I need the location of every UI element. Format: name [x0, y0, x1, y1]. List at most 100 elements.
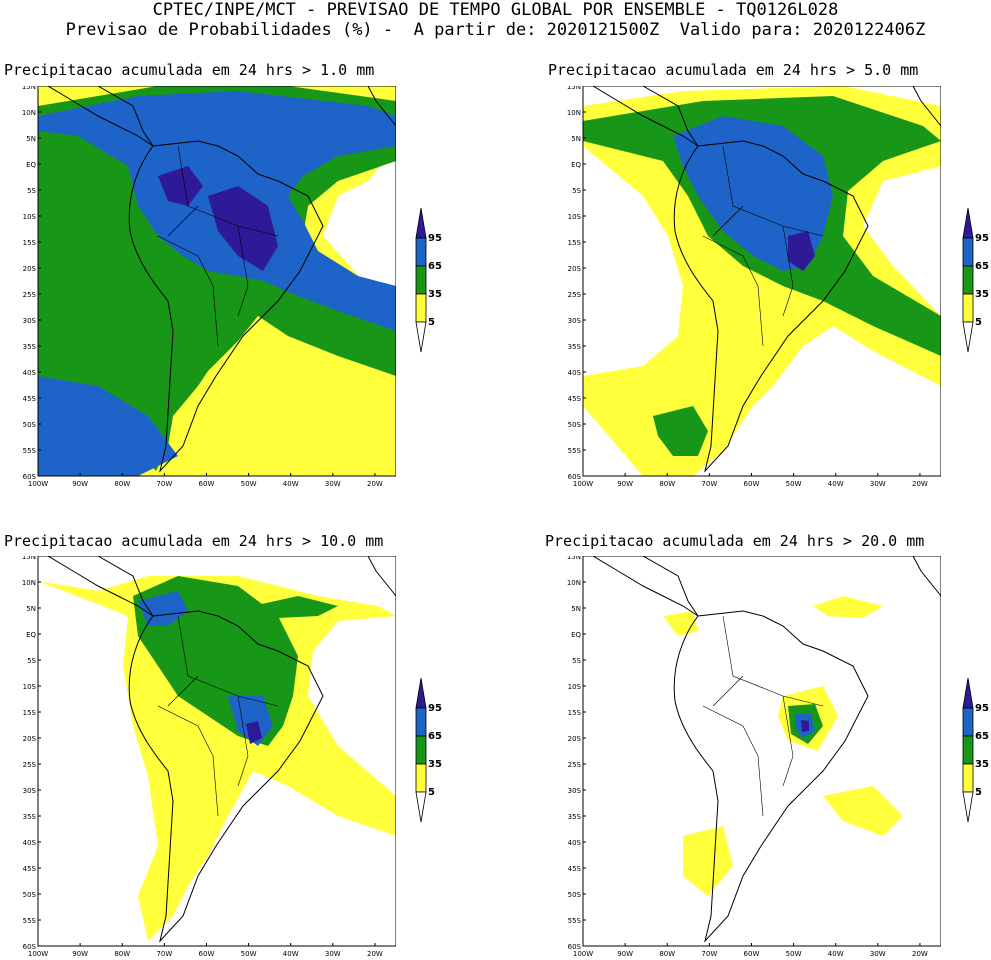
- country-border: [782, 695, 794, 787]
- colorbar-segment-below-5: [962, 321, 974, 353]
- lat-label: 5S: [27, 657, 36, 665]
- lat-label: 5S: [572, 187, 581, 195]
- colorbar-label: 35: [428, 759, 442, 770]
- probability-area-lev35: [253, 596, 338, 618]
- lat-label: 60S: [568, 943, 582, 951]
- africa-coastline: [912, 556, 941, 597]
- country-border: [712, 675, 744, 707]
- lat-label: 15N: [22, 556, 36, 561]
- lat-label: 10S: [23, 683, 37, 691]
- lat-label: EQ: [571, 161, 581, 169]
- country-border: [177, 145, 279, 237]
- lat-label: 25S: [23, 761, 37, 769]
- lat-label: 5N: [26, 135, 36, 143]
- lon-label: 80W: [114, 480, 130, 488]
- probability-area-lev5: [823, 786, 903, 836]
- map-background: [583, 556, 941, 946]
- lon-label: 100W: [28, 480, 48, 488]
- lat-label: 30S: [568, 787, 582, 795]
- lon-label: 70W: [156, 950, 172, 958]
- colorbar-segment-65: [962, 237, 974, 267]
- colorbar-label: 65: [975, 261, 989, 272]
- lon-label: 50W: [241, 480, 257, 488]
- lat-label: 55S: [23, 447, 37, 455]
- lon-label: 60W: [744, 480, 760, 488]
- lat-label: 5N: [571, 135, 581, 143]
- lat-label: 25S: [568, 761, 582, 769]
- country-border: [702, 235, 759, 287]
- lat-label: 15N: [567, 86, 581, 91]
- lat-label: 60S: [23, 473, 37, 481]
- colorbar-label: 35: [975, 289, 989, 300]
- colorbar-label: 5: [428, 317, 435, 328]
- map-frame: [37, 86, 396, 477]
- lon-label: 40W: [283, 950, 299, 958]
- lat-label: 60S: [568, 473, 582, 481]
- lat-label: 60S: [23, 943, 37, 951]
- lat-label: 15N: [567, 556, 581, 561]
- lat-label: 20S: [23, 735, 37, 743]
- lat-label: 5S: [27, 187, 36, 195]
- lat-label: 35S: [23, 813, 37, 821]
- colorbar-segment-5: [962, 293, 974, 323]
- lat-label: EQ: [26, 631, 36, 639]
- lat-label: 50S: [23, 421, 37, 429]
- probability-area-lev65: [228, 696, 273, 746]
- lon-label: 90W: [72, 480, 88, 488]
- panel-2-colorbar: 95 65 35 5: [961, 207, 989, 358]
- lat-label: EQ: [571, 631, 581, 639]
- colorbar-segment-5: [415, 763, 427, 793]
- map-svg: 15N 10N 5N EQ 5S 10S 15S 20S 25S 30S 35S 40S 45S 50S 5…: [567, 86, 941, 488]
- lon-label: 100W: [573, 480, 593, 488]
- lon-label: 20W: [367, 950, 383, 958]
- country-border: [702, 705, 759, 757]
- colorbar-segment-below-5: [415, 791, 427, 823]
- central-america-coastline: [47, 556, 154, 617]
- lat-label: 55S: [568, 447, 582, 455]
- panel-1-colorbar: 95 65 35 5: [414, 207, 442, 358]
- lat-label: 35S: [568, 813, 582, 821]
- lon-label: 50W: [786, 480, 802, 488]
- country-border: [167, 205, 199, 237]
- colorbar-segment-below-5: [415, 321, 427, 353]
- country-border: [722, 145, 824, 237]
- panel-1-map: 15N 10N 5N EQ 5S 10S 15S 20S 25S 30S 35S 40S 45S 50S 5…: [20, 86, 396, 490]
- lat-label: 10N: [22, 109, 36, 117]
- colorbar-segment-below-5: [962, 791, 974, 823]
- panel-2-map: 15N 10N 5N EQ 5S 10S 15S 20S 25S 30S 35S 40S 45S 50S 5…: [565, 86, 941, 490]
- country-border: [212, 755, 219, 817]
- lat-label: 25S: [23, 291, 37, 299]
- lon-label: 30W: [870, 480, 886, 488]
- colorbar-segment-5: [962, 763, 974, 793]
- south-america-coastline: [673, 140, 869, 473]
- south-america-coastline: [673, 610, 869, 943]
- lat-label: 35S: [568, 343, 582, 351]
- probability-area-lev35: [653, 406, 708, 456]
- colorbar-label: 95: [975, 233, 989, 244]
- map-svg: 15N 10N 5N EQ 5S 10S 15S 20S 25S 30S 35S 40S 45S 50S 5…: [22, 556, 396, 958]
- header-title: CPTEC/INPE/MCT - PREVISAO DE TEMPO GLOBA…: [152, 0, 839, 20]
- lat-label: 15S: [568, 239, 582, 247]
- lat-label: 15S: [23, 239, 37, 247]
- lon-label: 50W: [786, 950, 802, 958]
- country-border: [212, 285, 219, 347]
- lon-label: 70W: [156, 480, 172, 488]
- country-border: [237, 225, 249, 317]
- map-svg: 15N 10N 5N EQ 5S 10S 15S 20S 25S 30S 35S 40S 45S 50S 5…: [567, 556, 941, 958]
- panel-3-colorbar: 95 65 35 5: [414, 677, 442, 828]
- panel-3-map: 15N 10N 5N EQ 5S 10S 15S 20S 25S 30S 35S 40S 45S 50S 5…: [20, 556, 396, 960]
- colorbar-segment-35: [962, 265, 974, 295]
- lat-label: 40S: [23, 369, 37, 377]
- header-subtitle: Previsao de Probabilidades (%) - A parti…: [65, 20, 926, 40]
- colorbar-label: 5: [975, 787, 982, 798]
- map-svg: 15N 10N 5N EQ 5S 10S 15S 20S 25S 30S 35S 40S 45S 50S 5…: [22, 86, 396, 488]
- africa-coastline: [367, 556, 396, 597]
- probability-area-lev5: [38, 576, 396, 941]
- lon-label: 80W: [114, 950, 130, 958]
- lon-label: 60W: [199, 480, 215, 488]
- lon-label: 30W: [325, 480, 341, 488]
- africa-coastline: [912, 86, 941, 127]
- lon-label: 100W: [28, 950, 48, 958]
- south-america-coastline: [128, 140, 324, 473]
- colorbar-svg: 95 65 35 5: [962, 207, 989, 353]
